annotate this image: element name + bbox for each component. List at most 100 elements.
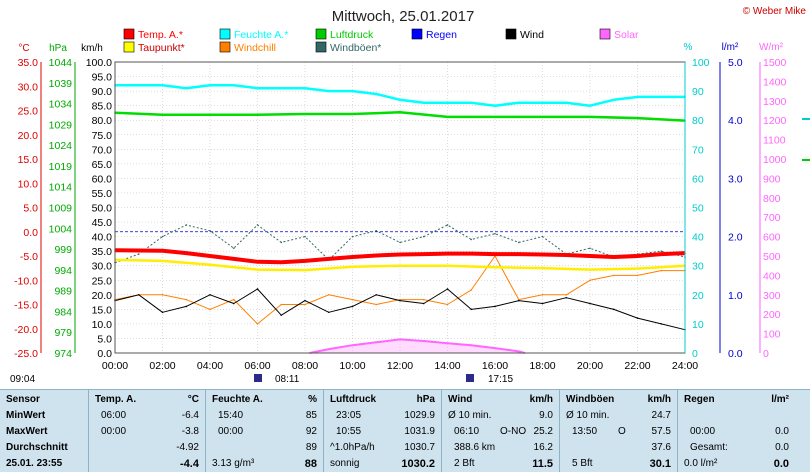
data-point-wind — [137, 294, 140, 296]
data-point-wind — [375, 294, 378, 296]
data-point-windchill — [565, 294, 568, 296]
temp-unit: °C — [187, 394, 199, 405]
wind-min-label: Ø 10 min. — [448, 410, 492, 421]
kmh-tick-label: 10.0 — [92, 319, 113, 331]
data-point-temp-a — [494, 253, 496, 255]
data-point-temp-a — [327, 258, 330, 260]
axis-ticks: 35.0 30.0 25.0 20.0 15.0 10.0 5.0 0.0 -5.0 -10.0 -… — [14, 57, 786, 372]
kmh-axis-unit: km/h — [81, 43, 103, 54]
wind-unit: km/h — [529, 394, 553, 405]
data-point-luftdruck — [256, 113, 259, 116]
data-point-feuchte-a — [470, 101, 473, 104]
data-point-luftdruck — [446, 116, 449, 118]
pressure-current-value: 1030.2 — [401, 458, 435, 470]
data-point-taupunkt — [494, 266, 496, 268]
gust-min-label: Ø 10 min. — [566, 410, 610, 421]
data-point-windchill — [209, 308, 211, 311]
temp-tick-label: 20.0 — [18, 130, 39, 142]
solar-tick-label: 300 — [763, 290, 781, 302]
data-point-windb-en — [256, 224, 259, 226]
rain-tick-label: 3.0 — [728, 173, 743, 185]
legend-swatch — [123, 41, 135, 53]
series-area-solar — [309, 339, 525, 353]
data-point-feuchte-a — [612, 99, 615, 101]
hpa-tick-label: 1039 — [49, 78, 73, 90]
kmh-tick-label: 60.0 — [92, 173, 113, 185]
data-point-windb-en — [494, 232, 496, 235]
data-point-feuchte-a — [517, 101, 520, 104]
wind-max-time: 06:10 — [454, 426, 480, 437]
data-point-feuchte-a — [327, 90, 330, 92]
legend-label: Solar — [614, 29, 639, 41]
hpa-tick-label: 979 — [54, 327, 72, 339]
data-point-feuchte-a — [256, 87, 259, 89]
legend-label: Windböen* — [330, 42, 381, 54]
kmh-tick-label: 15.0 — [92, 304, 113, 316]
data-point-wind — [470, 308, 473, 311]
data-point-temp-a — [304, 260, 306, 262]
data-point-windb-en — [280, 241, 283, 244]
data-point-windchill — [589, 279, 591, 282]
humidity-max-value: 92 — [305, 426, 317, 437]
kmh-tick-label: 85.0 — [92, 101, 113, 113]
data-point-wind — [422, 302, 425, 305]
data-point-solar — [470, 344, 473, 347]
summary-col-sensor: Sensor MinWert MaxWert Durchschnitt 25.0… — [0, 390, 88, 472]
summary-col-rain: Regen l/m² 00:00 0.0 Gesamt: 0.0 0.0 l/m² 0.… — [677, 390, 795, 472]
legend-label: Wind — [520, 29, 544, 41]
hpa-axis-unit: hPa — [49, 43, 67, 54]
pct-tick-label: 50 — [692, 203, 704, 215]
hpa-tick-label: 1019 — [49, 161, 73, 173]
data-point-windb-en — [304, 235, 306, 238]
solar-tick-label: 200 — [763, 309, 781, 321]
data-point-luftdruck — [209, 113, 211, 116]
data-point-wind — [565, 296, 568, 299]
pct-axis-unit: % — [684, 42, 693, 53]
summary-table: Sensor MinWert MaxWert Durchschnitt 25.0… — [0, 389, 810, 472]
data-point-feuchte-a — [541, 101, 544, 104]
kmh-tick-label: 25.0 — [92, 275, 113, 287]
data-point-solar — [446, 342, 449, 345]
data-point-windchill — [161, 294, 164, 296]
summary-col-temp: Temp. A. °C 06:00 -6.4 00:00 -3.8 -4.92 -4.… — [88, 390, 205, 472]
pressure-header: Luftdruck — [330, 394, 377, 405]
data-point-windchill — [256, 323, 259, 325]
data-point-taupunkt — [161, 260, 164, 262]
pct-tick-label: 60 — [692, 173, 704, 185]
data-point-temp-a — [161, 249, 164, 252]
hpa-tick-label: 1014 — [49, 182, 73, 194]
data-point-luftdruck — [351, 113, 354, 115]
legend-swatch — [219, 41, 231, 53]
data-point-taupunkt — [304, 269, 306, 271]
time-left-label: 09:04 — [10, 374, 35, 385]
x-tick-label: 00:00 — [102, 360, 128, 372]
solar-tick-label: 1500 — [763, 57, 787, 69]
temp-tick-label: 15.0 — [18, 154, 39, 166]
kmh-tick-label: 40.0 — [92, 232, 113, 244]
hpa-tick-label: 989 — [54, 286, 72, 298]
pct-tick-label: 40 — [692, 232, 704, 244]
data-point-wind — [636, 317, 639, 319]
data-point-wind — [327, 311, 330, 314]
data-point-solar — [517, 350, 520, 353]
data-point-temp-a — [399, 253, 401, 256]
x-tick-label: 08:00 — [292, 360, 318, 372]
rain-axis-unit: l/m² — [722, 42, 739, 53]
legend-label: Taupunkt* — [138, 42, 185, 54]
data-point-temp-a — [375, 254, 378, 257]
data-point-windb-en — [517, 241, 520, 244]
hpa-tick-label: 1009 — [49, 203, 73, 215]
x-tick-label: 18:00 — [529, 360, 555, 372]
data-point-luftdruck — [399, 111, 401, 114]
data-point-temp-a — [209, 255, 211, 257]
temp-max-time: 00:00 — [101, 426, 127, 437]
data-point-windb-en — [375, 229, 378, 232]
temp-axis-unit: °C — [18, 43, 29, 54]
data-point-feuchte-a — [280, 87, 283, 89]
wind-min-value: 9.0 — [539, 410, 553, 421]
x-tick-label: 24:00 — [672, 360, 698, 372]
data-point-windb-en — [351, 235, 354, 238]
data-point-luftdruck — [494, 116, 496, 118]
solar-tick-label: 1200 — [763, 115, 787, 127]
data-point-windchill — [280, 303, 283, 306]
